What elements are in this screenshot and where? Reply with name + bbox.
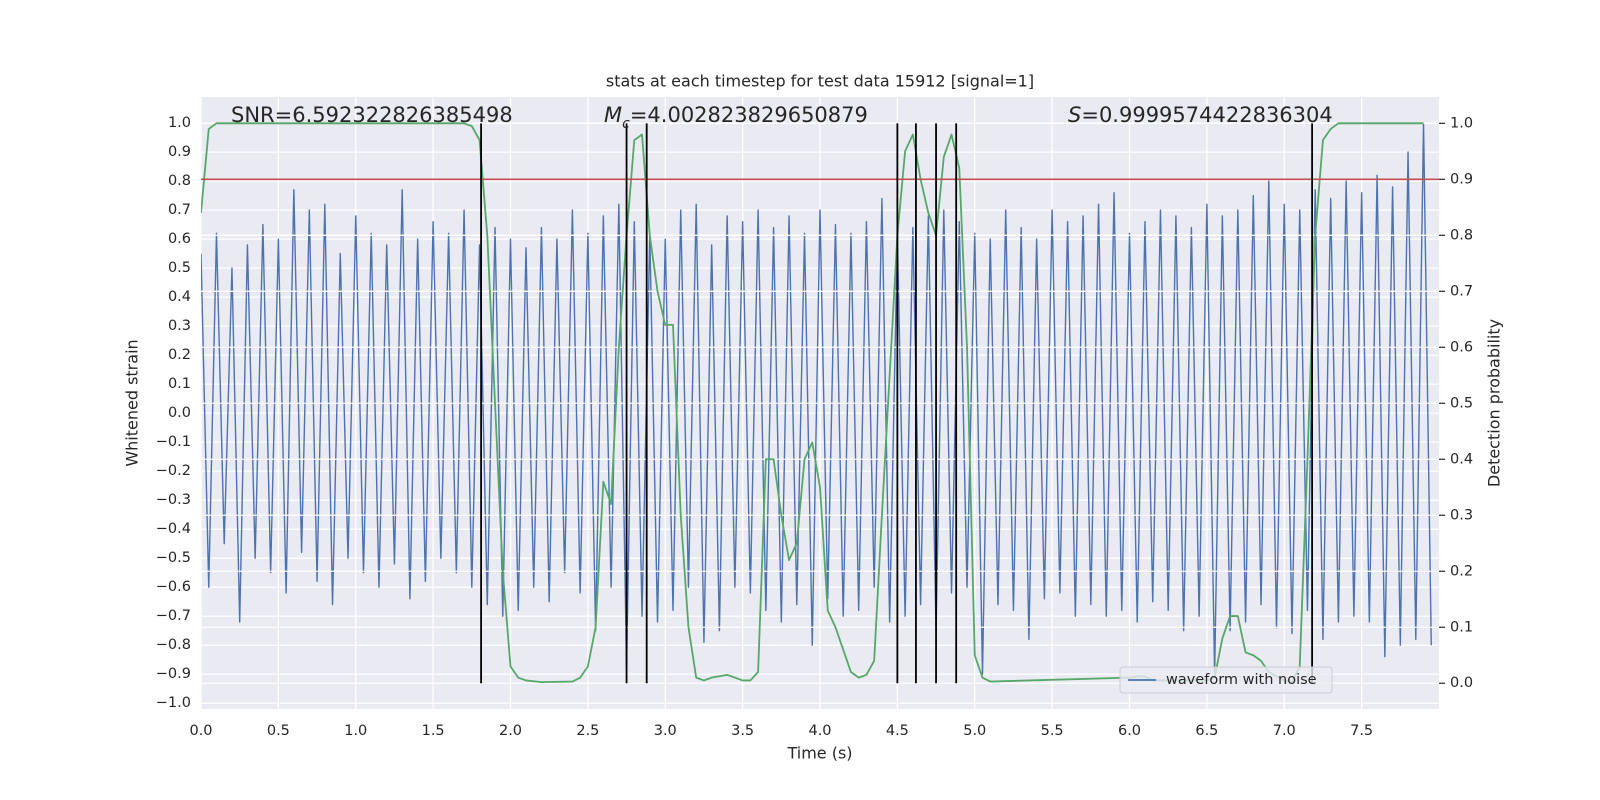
y-tick-label: 0.5: [168, 260, 191, 276]
y-tick-label: 0.9: [168, 144, 191, 160]
y-tick-label: −0.5: [156, 550, 191, 566]
y-tick-label: 0.8: [168, 173, 191, 189]
y2-tick-label: 0.5: [1450, 395, 1473, 411]
x-tick-label: 0.0: [189, 723, 212, 739]
y2-tick-label: 0.0: [1450, 675, 1473, 691]
x-tick-label: 4.0: [808, 723, 831, 739]
x-tick-label: 6.0: [1118, 723, 1141, 739]
x-tick-label: 4.5: [886, 723, 909, 739]
probability-line: [201, 122, 1424, 684]
y-tick-label: 0.6: [168, 231, 191, 247]
y2-tick-label: 0.6: [1450, 339, 1473, 355]
y-tick-label: −0.8: [156, 637, 191, 653]
y-tick-label: −0.9: [156, 666, 191, 682]
legend-box: [1119, 666, 1333, 694]
waveform-line: [201, 122, 1432, 675]
annotation: S=0.9999574422836304: [1068, 103, 1333, 127]
x-tick-label: 7.5: [1350, 723, 1373, 739]
annotation-symbol: S: [1068, 103, 1081, 127]
y2-tick-label: 0.2: [1450, 563, 1473, 579]
x-tick-label: 3.0: [654, 723, 677, 739]
labels: 0.0 0.5 1.0 1.5 2.0 2.5 3.0 3.5 4.0 4.5 5.0 5.5 6.0 6…: [156, 103, 1473, 739]
x-tick-label: 5.0: [963, 723, 986, 739]
x-tick-label: 0.5: [267, 723, 290, 739]
legend-label: waveform with noise: [1166, 672, 1317, 688]
y2-tick-label: 0.8: [1450, 227, 1473, 243]
y-tick-label: 0.2: [168, 347, 191, 363]
y2-tick-label: 0.7: [1450, 283, 1473, 299]
annotation-subscript: c: [622, 116, 630, 132]
y-axis-label: Whitened strain: [123, 339, 142, 466]
y-tick-label: 1.0: [168, 115, 191, 131]
y-tick-label: 0.0: [168, 405, 191, 421]
annotation-text: =4.002823829650879: [630, 103, 868, 127]
x-axis-label: Time (s): [786, 744, 852, 763]
x-tick-label: 1.0: [344, 723, 367, 739]
x-tick-label: 5.5: [1041, 723, 1064, 739]
x-tick-label: 2.0: [499, 723, 522, 739]
x-tick-label: 6.5: [1195, 723, 1218, 739]
plot-marks: [201, 122, 1439, 684]
y-tick-label: −0.7: [156, 608, 191, 624]
y2-tick-label: 0.4: [1450, 451, 1473, 467]
annotation: SNR=6.592322826385498: [231, 103, 513, 127]
annotation-symbol: M: [604, 103, 622, 127]
annotation-text: =0.9999574422836304: [1081, 103, 1332, 127]
y-tick-label: −0.2: [156, 463, 191, 479]
annotation-text: SNR=6.592322826385498: [231, 103, 513, 127]
y-tick-label: 0.7: [168, 202, 191, 218]
y-tick-label: 0.4: [168, 289, 191, 305]
x-tick-label: 3.5: [731, 723, 754, 739]
x-tick-label: 7.0: [1273, 723, 1296, 739]
y-tick-label: −0.3: [156, 492, 191, 508]
y2-axis-label: Detection probability: [1485, 319, 1504, 487]
y-tick-label: 0.1: [168, 376, 191, 392]
x-tick-label: 1.5: [422, 723, 445, 739]
y2-tick-label: 0.3: [1450, 507, 1473, 523]
y-tick-label: 0.3: [168, 318, 191, 334]
y2-tick-label: 1.0: [1450, 115, 1473, 131]
y-tick-label: −0.4: [156, 521, 191, 537]
y2-tick-label: 0.1: [1450, 619, 1473, 635]
y-tick-label: −0.6: [156, 579, 191, 595]
y-tick-label: −1.0: [156, 695, 191, 711]
chart-title: stats at each timestep for test data 159…: [606, 72, 1034, 91]
y2-tick-label: 0.9: [1450, 171, 1473, 187]
annotation: Mc=4.002823829650879: [604, 103, 868, 132]
y-tick-label: −0.1: [156, 434, 191, 450]
x-tick-label: 2.5: [576, 723, 599, 739]
